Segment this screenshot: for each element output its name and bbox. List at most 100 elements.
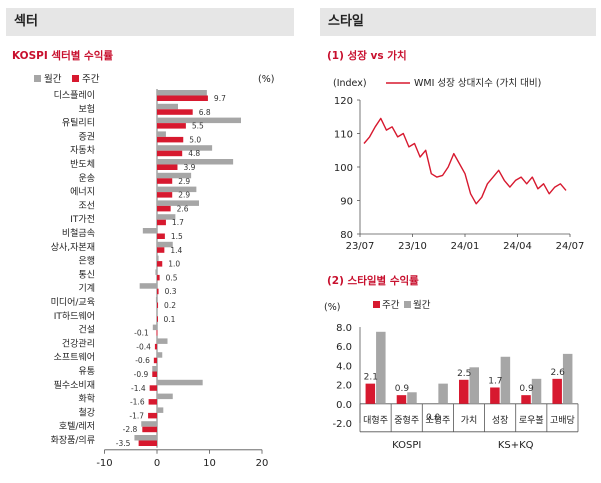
category-label: 철강	[78, 407, 95, 418]
data-label: 6.8	[199, 108, 211, 117]
x-tick-label: 24/01	[451, 241, 480, 252]
style-returns-subtitle: (2) 스타일별 수익률	[327, 275, 419, 287]
category-label: 에너지	[70, 187, 95, 198]
bar-weekly	[157, 164, 178, 170]
x-tick-label: 24/07	[556, 241, 585, 252]
bar-weekly	[156, 330, 158, 336]
bar-weekly	[157, 288, 159, 295]
group-label: KOSPI	[392, 440, 421, 451]
legend-swatch-monthly	[404, 301, 411, 308]
category-label: 자동차	[70, 144, 96, 156]
series-line	[363, 117, 567, 205]
bar-monthly	[141, 421, 157, 427]
bar-monthly	[157, 338, 168, 344]
category-label: 디스플레이	[54, 90, 95, 101]
bar-monthly	[157, 393, 173, 400]
data-label: 1.4	[170, 246, 182, 255]
data-label: 2.6	[551, 368, 566, 378]
legend-label-weekly: 주간	[382, 300, 400, 311]
data-label: 0.2	[164, 301, 176, 310]
bar-weekly	[552, 378, 562, 404]
data-label: -1.4	[131, 384, 146, 393]
data-label: -1.6	[130, 398, 145, 407]
y-tick-label: 80	[340, 230, 353, 241]
bar-monthly	[152, 324, 157, 331]
group-label: KS+KQ	[498, 440, 534, 451]
bar-monthly	[438, 383, 448, 404]
bar-weekly	[157, 95, 208, 101]
bar-monthly	[407, 392, 417, 404]
legend-swatch-weekly	[373, 301, 380, 308]
data-label: 1.0	[168, 260, 180, 269]
bar-weekly	[154, 343, 157, 350]
category-label: 조선	[78, 200, 95, 211]
growth-value-subtitle: (1) 성장 vs 가치	[327, 50, 407, 62]
data-label: 1.7	[488, 376, 502, 386]
bar-weekly	[157, 136, 184, 143]
legend-swatch-monthly	[34, 75, 41, 82]
category-label: 유통	[78, 366, 95, 377]
bar-weekly	[149, 385, 157, 391]
bar-weekly	[153, 357, 157, 364]
data-label: 3.9	[183, 163, 195, 172]
data-label: 2.1	[364, 373, 378, 383]
bar-monthly	[469, 367, 479, 404]
data-label: 0.1	[164, 315, 176, 324]
style-header: 스타일	[320, 8, 596, 36]
bar-weekly	[142, 426, 157, 433]
category-label: IT하드웨어	[54, 310, 95, 322]
category-label: 기계	[78, 282, 95, 294]
data-label: 1.5	[171, 232, 183, 241]
legend-swatch-weekly	[72, 75, 79, 82]
sector-subtitle: KOSPI 섹터별 수익률	[12, 50, 114, 62]
bar-monthly	[134, 435, 157, 441]
bar-monthly	[155, 297, 157, 303]
y-tick-label: 120	[334, 96, 353, 107]
bar-monthly	[157, 200, 199, 206]
style-returns-bar-chart: (%) 주간 월간 -2.0 0.0 2.0 4.0 6.0 8.0 대형주 2.1 중형주 0.9 소형…	[324, 299, 579, 451]
category-label: 증권	[78, 130, 95, 142]
bar-weekly	[396, 395, 407, 404]
bar-weekly	[157, 109, 193, 115]
data-label: 0.3	[165, 287, 177, 296]
x-tick-label: 20	[256, 458, 269, 469]
category-label: 소형주	[425, 415, 450, 426]
category-label: 건강관리	[62, 338, 95, 349]
bar-monthly	[157, 131, 166, 137]
bar-weekly	[459, 379, 469, 404]
data-label: 0.9	[519, 384, 534, 394]
data-label: -0.9	[134, 370, 149, 379]
category-label: 성장	[492, 415, 509, 426]
bar-monthly	[142, 228, 157, 234]
category-label: 대형주	[363, 415, 388, 426]
bar-monthly	[157, 214, 176, 220]
bar-weekly	[157, 219, 166, 226]
data-label: 0.9	[395, 384, 410, 394]
legend-label-weekly: 주간	[82, 74, 100, 85]
category-label: 미디어/교육	[51, 297, 95, 308]
data-label: -2.8	[123, 425, 138, 434]
data-label: 4.8	[188, 149, 200, 158]
bar-weekly	[157, 261, 163, 267]
growth-vs-value-line-chart: (Index) WMI 성장 상대지수 (가치 대비) 80 90 100 110 120 2…	[333, 77, 585, 252]
x-tick-label: 0	[154, 458, 160, 469]
data-label: 2.9	[178, 191, 190, 200]
category-label: 유틸리티	[62, 118, 95, 129]
category-label: 필수소비재	[54, 379, 95, 391]
bar-weekly	[157, 247, 165, 253]
bar-monthly	[157, 407, 164, 413]
category-label: 비철금속	[62, 228, 95, 239]
bar-weekly	[148, 412, 157, 419]
bar-weekly	[157, 123, 186, 129]
x-tick-label: -10	[96, 458, 112, 469]
bar-monthly	[155, 269, 157, 275]
category-label: 고배당	[550, 415, 575, 426]
data-label: -1.7	[129, 411, 144, 420]
x-tick-label: 23/10	[398, 241, 427, 252]
bar-weekly	[138, 440, 157, 446]
category-label: 화학	[78, 394, 95, 405]
bar-monthly	[157, 241, 173, 248]
data-label: 5.5	[192, 122, 204, 131]
bar-weekly	[157, 233, 165, 239]
bar-monthly	[157, 172, 192, 179]
